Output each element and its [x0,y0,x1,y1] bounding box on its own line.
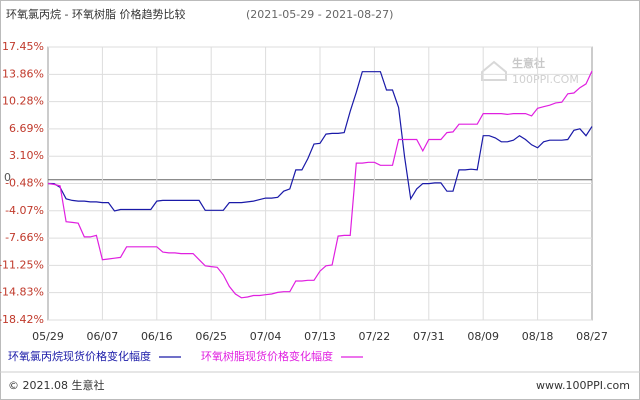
y-tick-label: -0.48% [5,176,44,189]
x-tick-label: 06/25 [195,330,227,343]
series-line [47,70,593,299]
x-tick-label: 07/31 [413,330,445,343]
legend-label: 环氧树脂现货价格变化幅度 [201,349,333,363]
legend-label: 环氧氯丙烷现货价格变化幅度 [8,349,151,363]
x-tick-label: 06/16 [141,330,173,343]
y-tick-label: 13.86% [2,67,44,80]
x-tick-label: 07/04 [250,330,282,343]
y-tick-label: 10.28% [2,95,44,108]
x-tick-label: 07/13 [304,330,336,343]
y-tick-label: -4.07% [5,204,44,217]
chart-title: 环氧氯丙烷 - 环氧树脂 价格趋势比较 [6,7,185,21]
y-tick-label: 3.10% [9,149,44,162]
x-tick-label: 08/09 [467,330,499,343]
watermark-sub: 100PPI.COM [512,73,579,86]
x-tick-label: 06/07 [87,330,119,343]
y-tick-label: 6.69% [9,122,44,135]
chart-subtitle: (2021-05-29 - 2021-08-27) [246,8,393,21]
x-tick-label: 08/18 [522,330,554,343]
zero-tick-label: 0 [4,171,11,184]
footer-left: © 2021.08 生意社 [8,378,104,392]
y-tick-label: 17.45% [2,40,44,53]
footer-right: www.100PPI.com [536,379,630,392]
watermark-icon [481,60,507,81]
x-tick-label: 05/29 [32,330,64,343]
y-tick-label: -11.25% [0,258,44,271]
watermark: 生意社 [512,56,545,70]
x-tick-label: 07/22 [359,330,391,343]
x-tick-label: 08/27 [576,330,608,343]
series-line [47,71,593,212]
y-tick-label: -18.42% [0,313,44,326]
y-tick-label: -7.66% [5,231,44,244]
y-tick-label: -14.83% [0,286,44,299]
